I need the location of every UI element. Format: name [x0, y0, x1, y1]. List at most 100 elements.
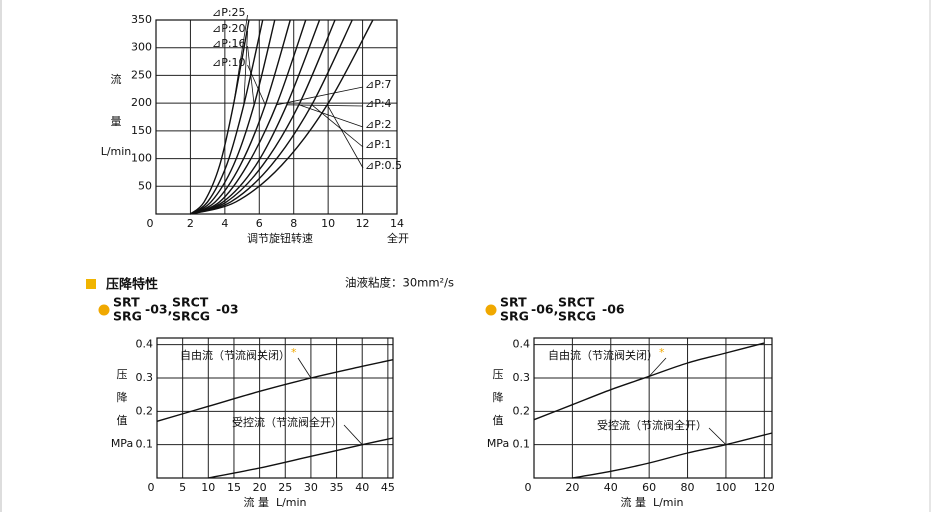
x-tick-label: 10: [321, 217, 335, 230]
y-tick-label: 0.4: [136, 338, 154, 351]
heading: SRG: [500, 309, 529, 324]
series-label: ⊿P:25: [212, 6, 246, 19]
leader-line: [708, 427, 727, 445]
y-tick-label: 150: [131, 124, 152, 137]
curve: [190, 19, 264, 215]
y-tick-label: 0.2: [136, 404, 154, 417]
series-label: 自由流（节流阀关闭）: [180, 348, 290, 362]
leader-line: [311, 104, 364, 148]
y-axis-label: 压: [117, 368, 128, 381]
leader-line: [297, 357, 312, 379]
x-tick-label: 0: [525, 481, 532, 494]
x-tick-label: 35: [330, 481, 344, 494]
y-tick-label: 300: [131, 41, 152, 54]
x-tick-label: 14: [390, 217, 404, 230]
series-label: ⊿P:1: [365, 138, 392, 151]
curve: [190, 19, 353, 215]
series-label: ⊿P:20: [212, 22, 246, 35]
note-mark: *: [291, 346, 297, 359]
heading-dot: [98, 304, 110, 316]
x-axis-label: 调节旋钮转速: [247, 231, 313, 245]
leader-line: [286, 104, 364, 107]
leader-line: [648, 357, 667, 377]
y-tick-label: 0.2: [513, 404, 531, 417]
series-label: ⊿P:4: [365, 97, 392, 110]
heading: -03: [216, 302, 239, 317]
y-tick-label: 0.1: [136, 438, 154, 451]
curve: [156, 358, 394, 423]
heading: SRCG: [172, 309, 210, 324]
heading: SRCT: [172, 295, 209, 310]
heading: SRCG: [558, 309, 596, 324]
leader-line: [343, 424, 363, 445]
x-tick-label: 30: [304, 481, 318, 494]
viscosity: 油液粘度：30mm²/s: [345, 276, 454, 290]
leader-line: [233, 14, 248, 105]
curve: [190, 19, 276, 215]
x-tick-label: 20: [253, 481, 267, 494]
x-tick-label: 12: [356, 217, 370, 230]
series-label: ⊿P:7: [365, 78, 392, 91]
y-tick-label: 100: [131, 152, 152, 165]
y-tick-label: 0.4: [513, 338, 531, 351]
leader-line: [243, 30, 248, 105]
y-axis-label: 值: [493, 414, 504, 427]
series-label: ⊿P:2: [365, 118, 392, 131]
x-tick-label: 80: [681, 481, 695, 494]
x-tick-label: 10: [201, 481, 215, 494]
y-axis-label: MPa: [111, 437, 133, 450]
x-tick-label: 40: [355, 481, 369, 494]
curve: [208, 437, 394, 479]
x-tick-label: 20: [565, 481, 579, 494]
x-tick-label: 25: [278, 481, 292, 494]
y-tick-label: 0.3: [136, 371, 154, 384]
x-tick-label: 45: [381, 481, 395, 494]
y-axis-label: 降: [493, 390, 504, 404]
y-axis-label: MPa: [487, 437, 509, 450]
y-tick-label: 0.1: [513, 438, 531, 451]
heading: SRCT: [558, 295, 595, 310]
series-label: ⊿P:10: [212, 56, 246, 69]
heading: SRT: [113, 295, 140, 310]
section-title: 压降特性: [106, 277, 158, 293]
curve: [572, 432, 773, 479]
leader-line: [276, 86, 364, 106]
x-tick-label: 40: [604, 481, 618, 494]
plot-frame: [156, 337, 394, 479]
x-tick-label: 15: [227, 481, 241, 494]
heading: -03,: [145, 302, 172, 317]
curve: [189, 19, 250, 215]
heading-dot: [485, 304, 497, 316]
plot-frame: [533, 337, 773, 479]
y-axis-label: 降: [117, 390, 128, 404]
heading: SRT: [500, 295, 527, 310]
x-tick-label: 5: [179, 481, 186, 494]
series-label: 自由流（节流阀关闭）: [548, 348, 658, 362]
series-label: ⊿P:0.5: [365, 159, 402, 172]
curve: [190, 19, 307, 215]
heading: -06: [602, 302, 625, 317]
curve: [190, 19, 336, 215]
y-tick-label: 50: [138, 179, 152, 192]
section-icon: [86, 279, 96, 289]
y-tick-label: 0.3: [513, 371, 531, 384]
x-axis-label: 流 量 L/min: [620, 495, 683, 509]
x-axis-label: 流 量 L/min: [243, 495, 306, 509]
series-label: ⊿P:16: [212, 37, 246, 50]
y-tick-label: 200: [131, 96, 152, 109]
x-tick-label: 2: [187, 217, 194, 230]
series-label: 受控流（节流阀全开）: [597, 418, 707, 432]
heading: SRG: [113, 309, 142, 324]
x-tick-label: 60: [642, 481, 656, 494]
leader-line: [326, 104, 364, 169]
y-axis-label: 流: [111, 72, 122, 86]
x-axis-end-label: 全开: [387, 231, 409, 245]
y-tick-label: 250: [131, 68, 152, 81]
y-axis-label: 量: [111, 115, 122, 128]
curve: [190, 19, 291, 215]
y-axis-label: 值: [117, 414, 128, 427]
leader-line: [298, 104, 364, 128]
curve: [190, 19, 374, 215]
x-tick-label: 120: [754, 481, 775, 494]
